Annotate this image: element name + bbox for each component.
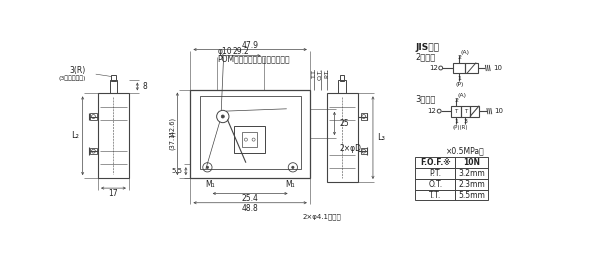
Bar [98, 93, 129, 178]
Text: 48.8: 48.8 [241, 204, 258, 213]
Bar [466, 63, 478, 73]
Text: M₁: M₁ [286, 180, 295, 189]
Text: 25: 25 [339, 119, 349, 128]
Bar [415, 179, 455, 190]
Text: 2: 2 [454, 98, 458, 103]
Bar [361, 113, 367, 120]
Circle shape [292, 166, 294, 169]
Text: 12: 12 [429, 65, 437, 71]
Text: 10N: 10N [463, 158, 480, 167]
Text: T: T [454, 109, 458, 114]
Bar [451, 106, 461, 117]
Bar [327, 93, 358, 182]
Bar [455, 157, 488, 168]
Text: F.O.F.※: F.O.F.※ [420, 158, 451, 167]
Bar [235, 126, 265, 153]
Text: 47.9: 47.9 [241, 41, 258, 50]
Bar [361, 148, 367, 154]
Text: 12: 12 [427, 108, 436, 114]
Bar [455, 179, 488, 190]
Bar [110, 80, 118, 93]
Text: POMローラまたは硬化銃ローラ: POMローラまたは硬化銃ローラ [217, 54, 290, 63]
Text: O.T.: O.T. [428, 180, 442, 189]
Text: P.T.: P.T. [430, 169, 442, 178]
Text: 10: 10 [494, 108, 503, 114]
Text: 5.5mm: 5.5mm [458, 191, 485, 200]
Text: 2: 2 [457, 55, 461, 60]
Bar [190, 90, 310, 178]
Bar [91, 148, 97, 154]
Text: 5.5: 5.5 [171, 168, 182, 174]
Bar [340, 75, 344, 81]
Text: 29.2: 29.2 [232, 47, 249, 56]
Text: T.T.: T.T. [312, 68, 317, 78]
Text: (A): (A) [458, 93, 467, 98]
Bar [455, 168, 488, 179]
Text: M₁: M₁ [205, 180, 215, 189]
Text: L₃: L₃ [377, 133, 385, 142]
Text: (42.6): (42.6) [169, 117, 175, 137]
Text: φ10: φ10 [217, 47, 232, 56]
Text: 3.2mm: 3.2mm [458, 169, 485, 178]
Bar [455, 190, 488, 200]
Text: ×0.5MPa時: ×0.5MPa時 [446, 147, 485, 156]
Text: 17: 17 [109, 189, 118, 198]
Bar [91, 113, 97, 120]
Bar [242, 132, 257, 147]
Bar [470, 106, 479, 117]
Text: O.T.: O.T. [318, 68, 323, 80]
Text: T: T [464, 109, 467, 114]
Text: 10: 10 [493, 65, 502, 71]
Text: L₂: L₂ [71, 131, 79, 140]
Text: 25.4: 25.4 [241, 195, 258, 204]
Text: (37.1): (37.1) [169, 130, 175, 149]
Circle shape [206, 166, 209, 169]
Bar [415, 157, 455, 168]
Text: P.T.: P.T. [324, 68, 329, 78]
Text: 8: 8 [143, 82, 148, 91]
Text: JIS記号: JIS記号 [415, 43, 439, 52]
Text: 2.3mm: 2.3mm [458, 180, 485, 189]
Bar [453, 63, 466, 73]
Text: 2×φ4.1取付穴: 2×φ4.1取付穴 [302, 213, 341, 220]
Bar [415, 190, 455, 200]
Text: 3ポート: 3ポート [415, 94, 436, 103]
Text: 2ポート: 2ポート [415, 52, 436, 61]
Text: 1: 1 [454, 120, 458, 124]
Text: 3: 3 [463, 120, 467, 124]
Bar [338, 80, 346, 93]
Bar [111, 75, 116, 81]
Text: T.T.: T.T. [429, 191, 442, 200]
Text: (P): (P) [455, 82, 463, 87]
Text: (3ポートのみ): (3ポートのみ) [58, 75, 86, 81]
Text: 2×φD: 2×φD [339, 144, 361, 153]
Circle shape [221, 115, 224, 118]
Bar [461, 106, 470, 117]
Text: (A): (A) [461, 50, 470, 55]
Bar [415, 168, 455, 179]
Text: (P)(R): (P)(R) [453, 125, 469, 130]
Text: 3(R): 3(R) [70, 66, 86, 75]
Text: 1: 1 [457, 76, 461, 81]
Bar [200, 96, 301, 169]
